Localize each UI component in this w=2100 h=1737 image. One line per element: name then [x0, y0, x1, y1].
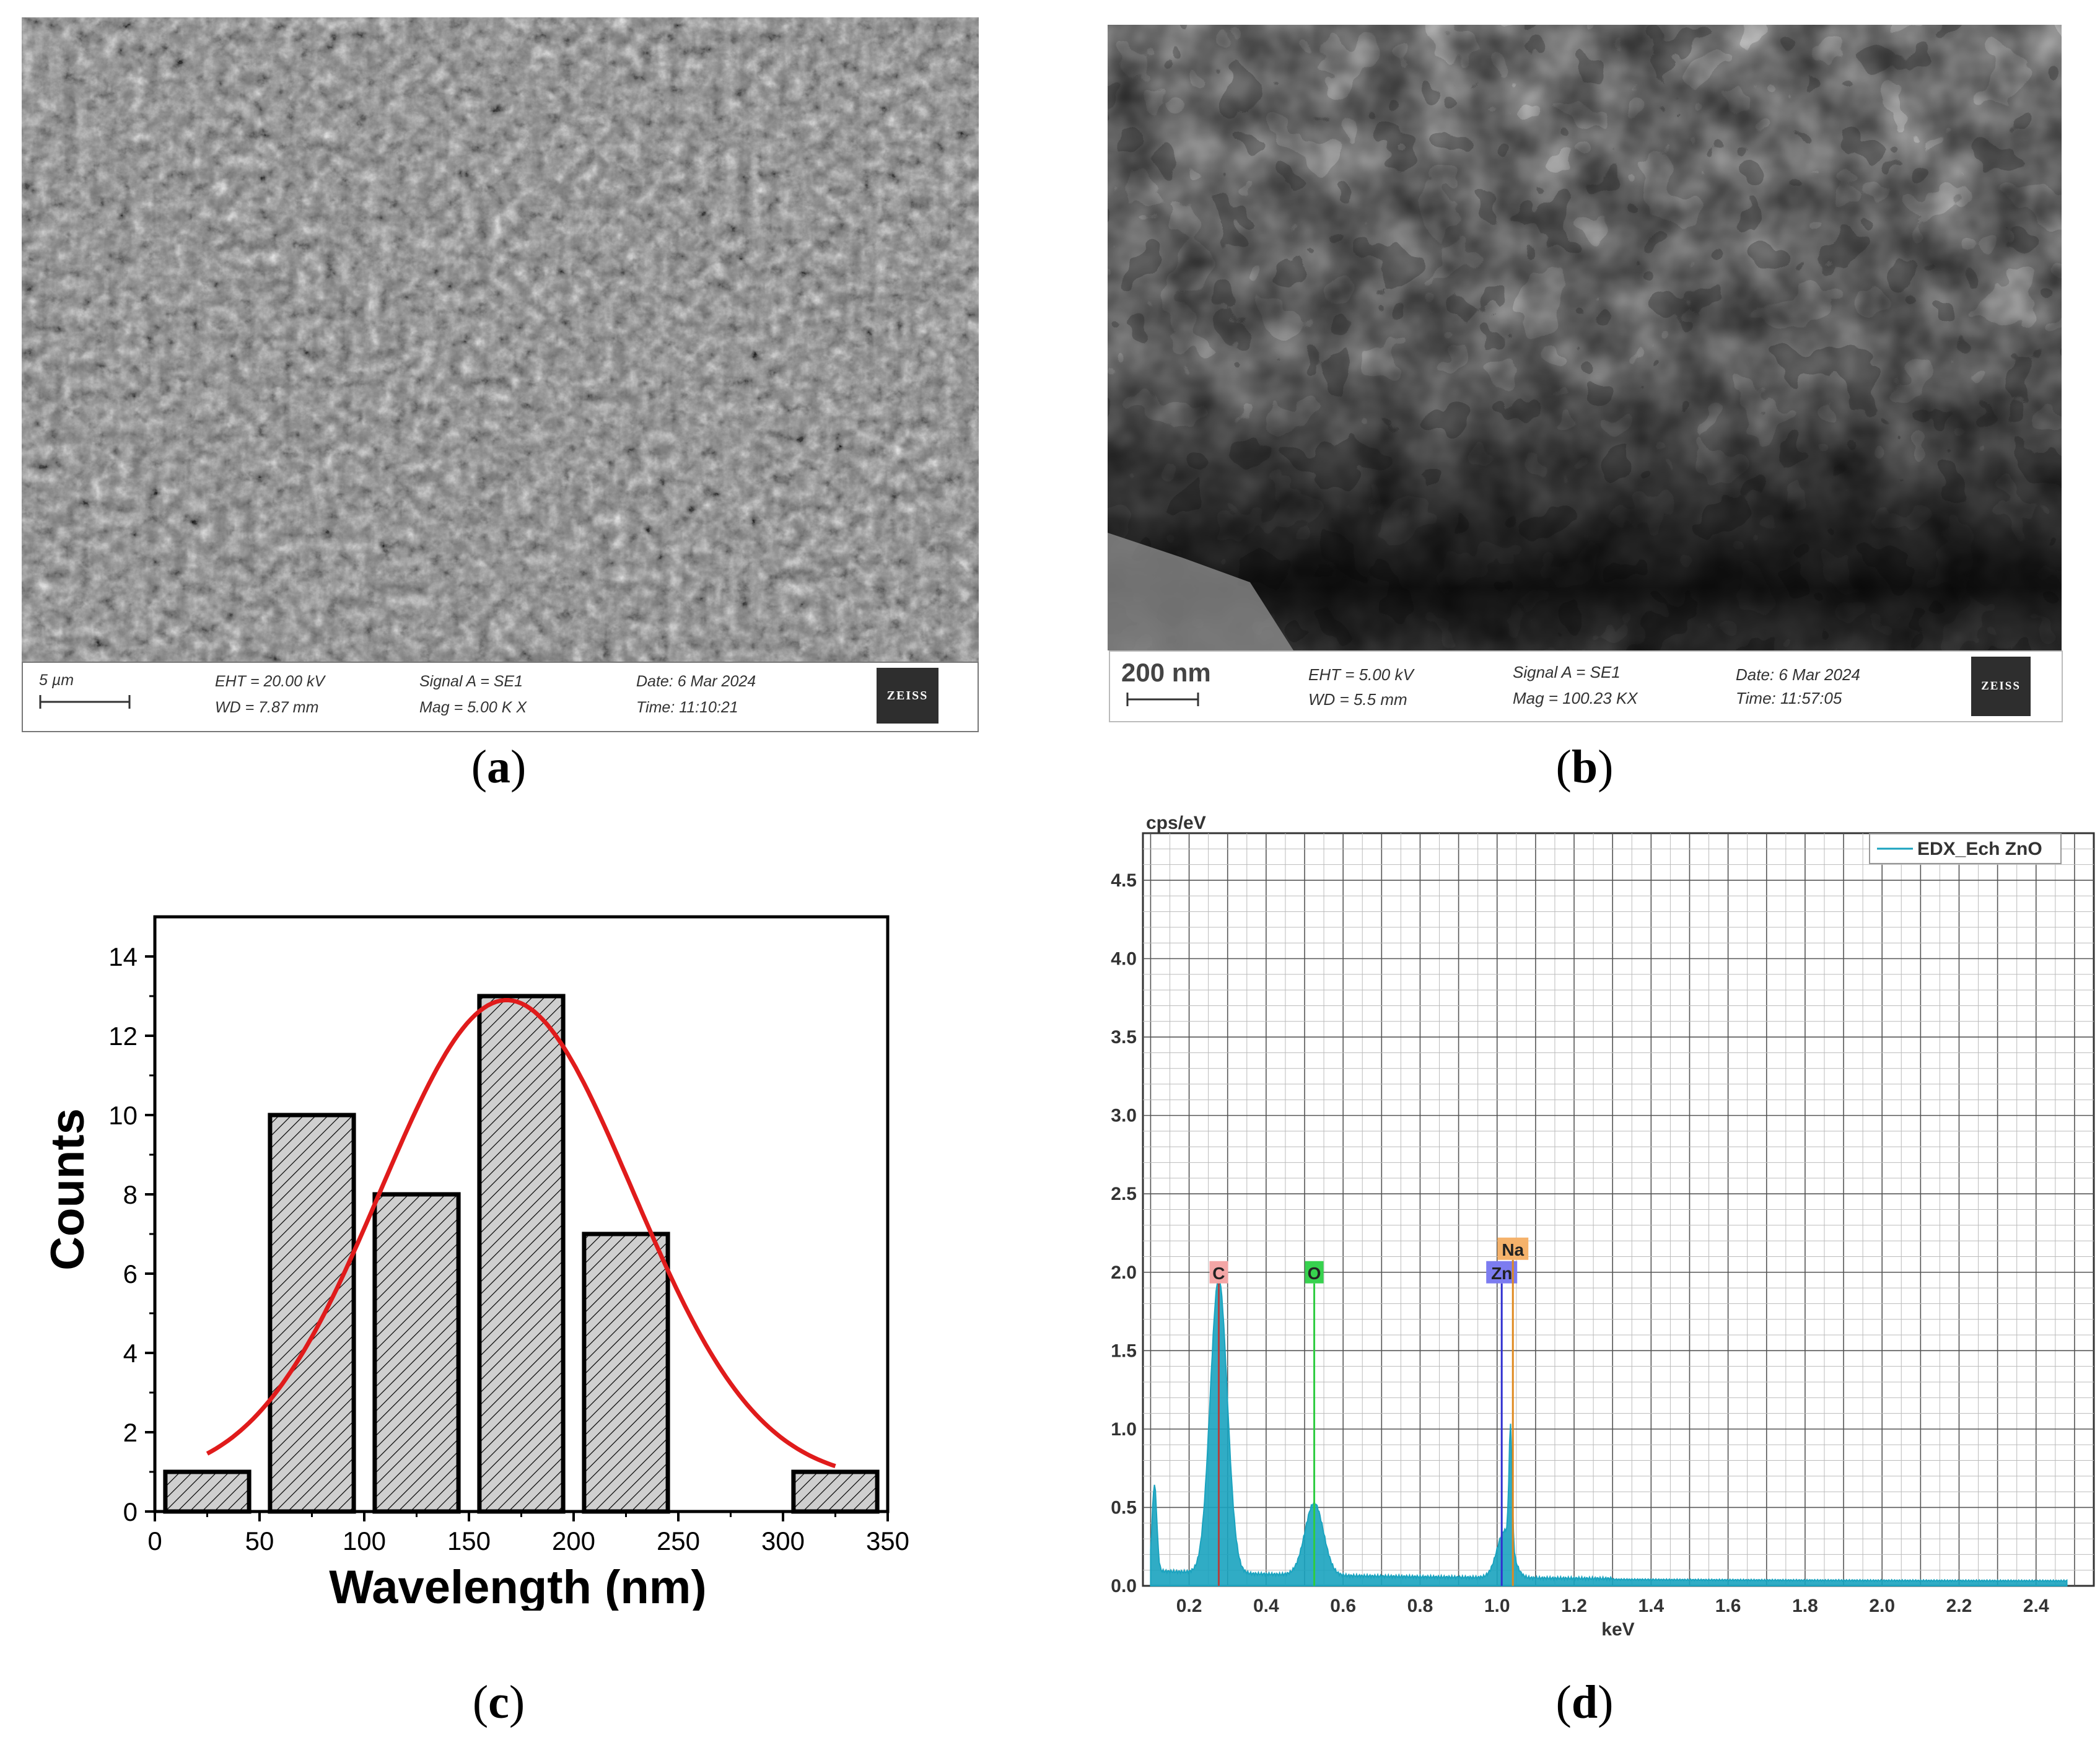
histogram-bar — [268, 1113, 356, 1514]
x-tick-label: 1.2 — [1561, 1596, 1587, 1616]
gaussian-fit-curve — [206, 998, 836, 1469]
x-tick-label: 100 — [343, 1526, 386, 1555]
x-tick-label: 300 — [761, 1526, 805, 1555]
mag-a: Mag = 5.00 K X — [419, 699, 527, 716]
y-tick-label: 14 — [108, 942, 138, 971]
histogram-bar — [163, 1469, 252, 1514]
edx-spectrum-chart: C O Zn Na 0.2 0.4 0.6 0.8 1.0 1.2 1.4 1.6 1.8 2.0 2.2… — [1111, 813, 2095, 1640]
y-tick-label: 3.0 — [1111, 1106, 1137, 1126]
y-tick-label: 1.5 — [1111, 1341, 1137, 1361]
histogram-bar — [477, 994, 566, 1514]
x-tick-label: 0.8 — [1407, 1596, 1433, 1616]
x-tick-label: 0.4 — [1253, 1596, 1279, 1616]
caption-d: (d) — [1555, 1676, 1614, 1728]
x-tick-label: 2.4 — [2023, 1596, 2049, 1616]
x-axis-unit-label: keV — [1601, 1619, 1634, 1640]
histogram-chart: 0 50 100 150 200 250 300 350 0 2 4 6 8 10 12 14 Wavelen… — [42, 915, 909, 1614]
signal-b: Signal A = SE1 — [1513, 663, 1621, 681]
y-tick-label: 0.5 — [1111, 1497, 1137, 1518]
scale-bar-a — [39, 695, 131, 709]
y-tick-label: 4 — [123, 1339, 138, 1368]
y-axis-label: Counts — [42, 1108, 94, 1271]
scale-bar-b — [1126, 693, 1199, 706]
y-tick-label: 0.0 — [1111, 1576, 1137, 1596]
date-a: Date: 6 Mar 2024 — [636, 673, 756, 690]
zeiss-logo-b: ZEISS — [1971, 657, 2031, 716]
grid — [1142, 832, 2095, 1587]
x-tick-label: 1.6 — [1715, 1596, 1741, 1616]
caption-b: (b) — [1555, 741, 1614, 793]
sem-texture-b — [1108, 25, 2062, 650]
panel-d: C O Zn Na 0.2 0.4 0.6 0.8 1.0 1.2 1.4 1.6 1.8 2.0 2.2… — [1053, 805, 2100, 1728]
histogram-bar — [582, 1232, 670, 1514]
x-tick-label: 0 — [147, 1526, 162, 1555]
x-tick-label: 250 — [657, 1526, 700, 1555]
y-tick-label: 4.5 — [1111, 870, 1137, 891]
time-a: Time: 11:10:21 — [636, 699, 738, 716]
marker-label-o: O — [1308, 1264, 1321, 1283]
x-tick-label: 0.6 — [1330, 1596, 1356, 1616]
marker-badge-o — [1305, 1261, 1324, 1284]
y-tick-label: 8 — [123, 1180, 138, 1209]
y-tick-label: 0 — [123, 1497, 138, 1526]
sem-info-bar-b: 200 nm EHT = 5.00 kV WD = 5.5 mm Signal … — [1109, 650, 2063, 722]
marker-label-zn: Zn — [1491, 1264, 1512, 1283]
signal-a: Signal A = SE1 — [419, 673, 523, 690]
x-tick-label: 150 — [447, 1526, 491, 1555]
x-axis-label: Wavelength (nm) — [329, 1561, 706, 1611]
panel-c: 0 50 100 150 200 250 300 350 0 2 4 6 8 10 12 14 Wavelen… — [0, 805, 966, 1728]
y-tick-label: 2.0 — [1111, 1262, 1137, 1283]
legend: EDX_Ech ZnO — [1869, 833, 2062, 864]
sem-info-bar-a: 5 µm EHT = 20.00 kV WD = 7.87 mm Signal … — [22, 662, 979, 732]
edx-spectrum-line — [1150, 1276, 2068, 1586]
y-tick-label: 2.5 — [1111, 1184, 1137, 1204]
mag-b: Mag = 100.23 KX — [1513, 689, 1638, 707]
marker-label-c: C — [1212, 1264, 1225, 1283]
y-tick-label: 3.5 — [1111, 1027, 1137, 1048]
y-tick-label: 12 — [108, 1022, 138, 1051]
time-b: Time: 11:57:05 — [1736, 689, 1842, 707]
axes: 0.2 0.4 0.6 0.8 1.0 1.2 1.4 1.6 1.8 2.0 2.2 2.4 0.0 0… — [1111, 870, 2049, 1616]
y-tick-label: 1.0 — [1111, 1419, 1137, 1440]
y-axis-unit-label: cps/eV — [1146, 813, 1206, 833]
x-tick-label: 350 — [866, 1526, 909, 1555]
histogram-bar — [791, 1469, 880, 1514]
caption-a: (a) — [471, 741, 527, 793]
x-tick-label: 2.2 — [1946, 1596, 1972, 1616]
scale-label-a: 5 µm — [39, 672, 74, 689]
y-tick-label: 6 — [123, 1259, 138, 1289]
date-b: Date: 6 Mar 2024 — [1736, 665, 1860, 684]
x-tick-label: 1.8 — [1792, 1596, 1818, 1616]
x-tick-label: 2.0 — [1869, 1596, 1895, 1616]
histogram-bars — [163, 994, 880, 1514]
x-tick-label: 1.4 — [1638, 1596, 1664, 1616]
legend-label: EDX_Ech ZnO — [1917, 839, 2042, 859]
caption-c: (c) — [472, 1676, 525, 1728]
x-tick-label: 200 — [552, 1526, 595, 1555]
element-markers: C O Zn Na — [1209, 1237, 1529, 1586]
y-tick-label: 10 — [108, 1101, 138, 1130]
x-tick-label: 1.0 — [1484, 1596, 1510, 1616]
y-tick-label: 4.0 — [1111, 949, 1137, 969]
y-tick-label: 2 — [123, 1418, 138, 1447]
zeiss-logo-a: ZEISS — [877, 668, 938, 724]
histogram-bar — [372, 1192, 461, 1514]
x-tick-label: 50 — [245, 1526, 274, 1555]
scale-label-b: 200 nm — [1121, 658, 1211, 687]
axes: 0 50 100 150 200 250 300 350 0 2 4 6 8 10 12 14 — [108, 915, 909, 1555]
sem-texture-a — [22, 17, 979, 662]
sem-image-b — [1108, 25, 2062, 650]
wd-b: WD = 5.5 mm — [1308, 690, 1407, 709]
x-tick-label: 0.2 — [1176, 1596, 1202, 1616]
eht-b: EHT = 5.00 kV — [1308, 665, 1414, 684]
wd-a: WD = 7.87 mm — [215, 699, 319, 716]
eht-a: EHT = 20.00 kV — [215, 673, 325, 690]
marker-badge-na — [1497, 1237, 1529, 1260]
marker-label-na: Na — [1502, 1240, 1524, 1259]
marker-badge-c — [1209, 1261, 1228, 1284]
sem-image-a — [22, 17, 979, 662]
